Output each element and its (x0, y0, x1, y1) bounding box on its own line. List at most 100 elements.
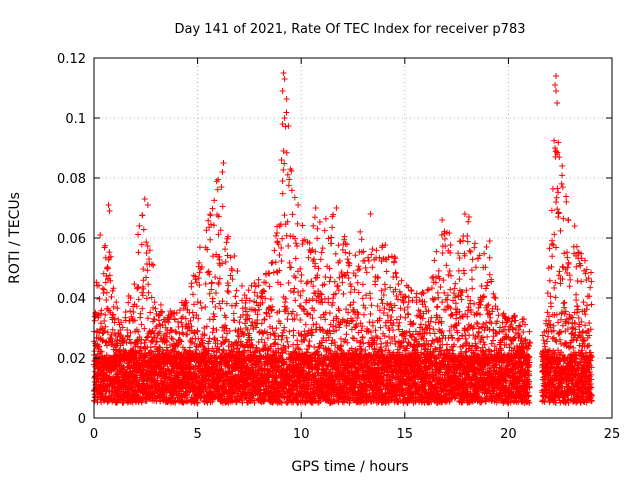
data-point (297, 278, 304, 285)
data-point (99, 337, 106, 344)
data-point (317, 256, 324, 263)
data-point (189, 291, 196, 298)
data-point (207, 211, 214, 218)
data-point (136, 222, 143, 229)
data-point (196, 244, 203, 251)
data-point (97, 310, 104, 317)
data-point (102, 311, 109, 318)
data-point (286, 176, 293, 183)
data-point (358, 236, 365, 243)
data-point (285, 182, 292, 189)
data-point (104, 329, 111, 336)
data-point (296, 302, 303, 309)
data-point (198, 305, 205, 312)
data-point (91, 348, 98, 355)
data-point (256, 329, 263, 336)
data-point (357, 228, 364, 235)
data-point (278, 257, 285, 264)
data-point (110, 285, 117, 292)
data-point (301, 306, 308, 313)
data-point (135, 231, 142, 238)
data-point (281, 160, 288, 167)
data-point (225, 289, 232, 296)
data-point (211, 197, 218, 204)
data-point (349, 334, 356, 341)
data-point (106, 272, 113, 279)
data-point (220, 346, 227, 353)
data-point (355, 289, 362, 296)
data-point (352, 252, 359, 259)
data-point (169, 336, 176, 343)
data-point (233, 287, 240, 294)
data-point (201, 324, 208, 331)
data-point (359, 281, 366, 288)
data-point (215, 281, 222, 288)
data-point (206, 290, 213, 297)
data-point (104, 265, 111, 272)
data-point (231, 252, 238, 259)
data-point (139, 292, 146, 299)
data-point (202, 280, 209, 287)
data-point (281, 212, 288, 219)
data-point (188, 280, 195, 287)
data-point (236, 319, 243, 326)
data-point (222, 246, 229, 253)
data-point (219, 203, 226, 210)
data-point (107, 253, 114, 260)
data-point (168, 335, 175, 342)
data-point (284, 338, 291, 345)
data-point (223, 239, 230, 246)
data-point (355, 263, 362, 270)
data-point (362, 304, 369, 311)
data-point (326, 278, 333, 285)
data-point (138, 321, 145, 328)
data-point (292, 255, 299, 262)
data-point (292, 297, 299, 304)
data-point (340, 290, 347, 297)
data-point (335, 305, 342, 312)
data-point (334, 282, 341, 289)
data-point (293, 240, 300, 247)
data-point (328, 234, 335, 241)
data-point (143, 274, 150, 281)
data-point (99, 285, 106, 292)
data-point (141, 325, 148, 332)
data-point (109, 326, 116, 333)
data-point (101, 286, 108, 293)
data-point (345, 259, 352, 266)
data-point (271, 247, 278, 254)
data-point (313, 320, 320, 327)
data-point (261, 316, 268, 323)
data-point (148, 294, 155, 301)
data-point (272, 259, 279, 266)
data-point (360, 302, 367, 309)
data-point (114, 305, 121, 312)
data-point (372, 281, 379, 288)
data-point (197, 299, 204, 306)
data-point (102, 323, 109, 330)
data-point (285, 123, 292, 130)
data-point (283, 109, 290, 116)
data-point (222, 258, 229, 265)
data-point (202, 304, 209, 311)
data-point (309, 296, 316, 303)
data-point (208, 286, 215, 293)
data-point (341, 233, 348, 240)
data-point (135, 296, 142, 303)
data-point (145, 281, 152, 288)
data-point (134, 285, 141, 292)
data-point (207, 236, 214, 243)
data-point (289, 211, 296, 218)
data-point (203, 323, 210, 330)
data-point (316, 218, 323, 225)
data-point (102, 279, 109, 286)
data-point (321, 227, 328, 234)
data-point (369, 246, 376, 253)
data-point (107, 277, 114, 284)
data-point (118, 332, 125, 339)
data-point (145, 289, 152, 296)
data-point (311, 214, 318, 221)
data-point (368, 251, 375, 258)
data-point (111, 315, 118, 322)
data-point (326, 310, 333, 317)
